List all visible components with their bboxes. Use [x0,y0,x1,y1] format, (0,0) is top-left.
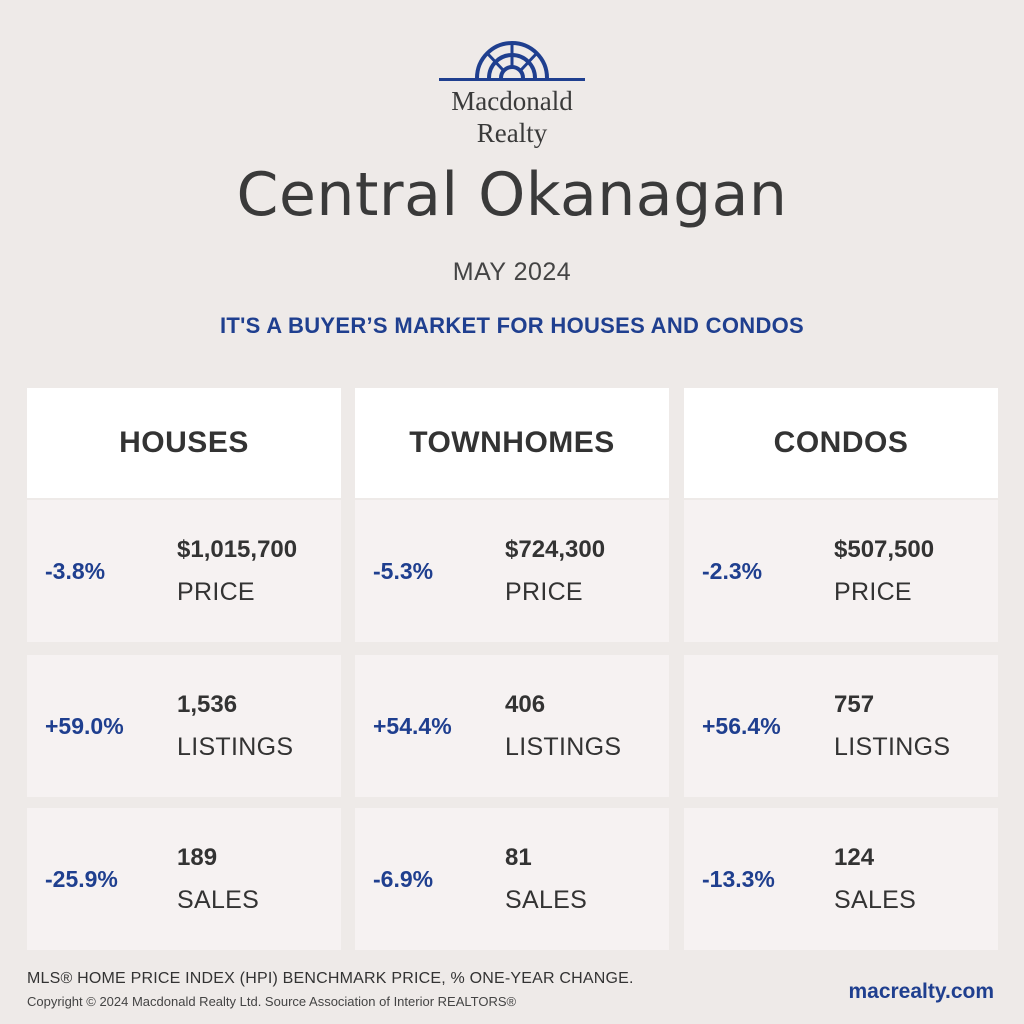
condos-sales-value: 124 [834,844,875,871]
houses-listings-value: 1,536 [177,691,238,718]
report-month: MAY 2024 [452,258,572,286]
houses-header: HOUSES [27,388,341,498]
condos-price-label: PRICE [834,578,912,606]
hpi-footnote: MLS® HOME PRICE INDEX (HPI) BENCHMARK PR… [27,970,634,987]
houses-sales-card: -25.9% 189 SALES [27,808,341,950]
houses-price-card: -3.8% $1,015,700 PRICE [27,500,341,642]
townhomes-listings-label: LISTINGS [505,733,622,761]
condos-listings-label: LISTINGS [834,733,951,761]
houses-listings-card: +59.0% 1,536 LISTINGS [27,655,341,797]
houses-column: HOUSES [27,388,341,498]
townhomes-sales-change: -6.9% [373,865,434,892]
townhomes-sales-label: SALES [505,886,588,914]
brand-name-line2: Realty [476,118,548,148]
condos-sales-change: -13.3% [702,865,775,892]
houses-price-change: -3.8% [45,557,106,584]
region-title: Central Okanagan [236,160,788,230]
townhomes-column: TOWNHOMES [355,388,669,498]
townhomes-price-change: -5.3% [373,557,434,584]
brand-name-line1: Macdonald [451,86,573,116]
condos-listings-card: +56.4% 757 LISTINGS [684,655,998,797]
condos-listings-change: +56.4% [702,712,781,739]
condos-listings-value: 757 [834,691,875,718]
townhomes-header: TOWNHOMES [355,388,669,498]
condos-price-value: $507,500 [834,536,935,563]
townhomes-price-value: $724,300 [505,536,606,563]
houses-listings-change: +59.0% [45,712,124,739]
townhomes-sales-value: 81 [505,844,532,871]
townhomes-price-card: -5.3% $724,300 PRICE [355,500,669,642]
townhomes-price-label: PRICE [505,578,583,606]
townhomes-listings-value: 406 [505,691,546,718]
houses-price-label: PRICE [177,578,255,606]
condos-header: CONDOS [684,388,998,498]
website-link[interactable]: macrealty.com [848,980,994,1003]
houses-sales-value: 189 [177,844,218,871]
market-headline: IT'S A BUYER’S MARKET FOR HOUSES AND CON… [219,313,805,338]
condos-price-change: -2.3% [702,557,763,584]
townhomes-sales-card: -6.9% 81 SALES [355,808,669,950]
macdonald-realty-emblem-icon [439,41,585,81]
condos-sales-label: SALES [834,886,917,914]
brand-logo: Macdonald Realty [0,38,1024,148]
townhomes-listings-card: +54.4% 406 LISTINGS [355,655,669,797]
condos-sales-card: -13.3% 124 SALES [684,808,998,950]
condos-price-card: -2.3% $507,500 PRICE [684,500,998,642]
houses-price-value: $1,015,700 [177,536,298,563]
condos-column: CONDOS [684,388,998,498]
houses-listings-label: LISTINGS [177,733,294,761]
copyright-text: Copyright © 2024 Macdonald Realty Ltd. S… [27,994,517,1009]
townhomes-listings-change: +54.4% [373,712,452,739]
houses-sales-label: SALES [177,886,260,914]
houses-sales-change: -25.9% [45,865,118,892]
